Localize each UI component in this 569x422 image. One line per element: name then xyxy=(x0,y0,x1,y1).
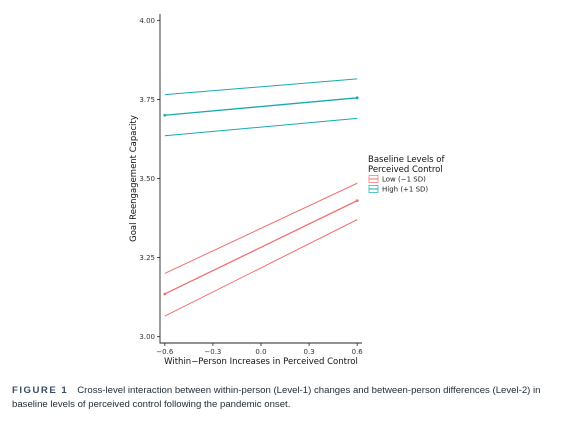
legend-title-line: Baseline Levels of xyxy=(368,155,446,165)
caption-label: FIGURE 1 xyxy=(12,385,69,396)
series-high xyxy=(163,78,359,137)
data-point-high xyxy=(355,96,359,100)
y-tick-label: 3.75 xyxy=(139,96,155,104)
x-tick-label: 0.3 xyxy=(304,348,315,356)
ci-lower-line-high xyxy=(164,117,358,137)
estimate-line-high xyxy=(164,97,358,116)
legend-label-low: Low (−1 SD) xyxy=(382,176,426,184)
data-point-low xyxy=(163,292,167,296)
ci-upper-line-low xyxy=(164,182,358,274)
estimate-line-low xyxy=(164,200,358,295)
x-axis-title: Within−Person Increases in Perceived Con… xyxy=(164,357,358,367)
x-tick-label: −0.3 xyxy=(204,348,221,356)
legend-title-line: Perceived Control xyxy=(368,165,443,175)
ci-lower-line-low xyxy=(164,219,358,317)
x-tick-label: 0.6 xyxy=(352,348,364,356)
data-point-high xyxy=(163,113,167,117)
chart: 3.00 3.25 3.50 3.75 4.00 −0.6 −0.3 0.0 0.3 0.6 Wi… xyxy=(129,14,446,367)
data-point-low xyxy=(355,199,359,203)
y-tick-label: 3.00 xyxy=(139,333,155,341)
axes: 3.00 3.25 3.50 3.75 4.00 −0.6 −0.3 0.0 0.3 0.6 xyxy=(139,14,363,356)
figure-caption: FIGURE 1 Cross-level interaction between … xyxy=(12,384,557,412)
y-tick-label: 4.00 xyxy=(139,17,155,25)
plot-area xyxy=(163,78,359,317)
caption-text: Cross-level interaction between within-p… xyxy=(12,385,541,410)
x-tick-label: 0.0 xyxy=(255,348,266,356)
y-tick-label: 3.50 xyxy=(139,175,155,183)
y-tick-label: 3.25 xyxy=(139,254,155,262)
y-axis-title: Goal Reengagement Capacity xyxy=(129,115,139,242)
series-low xyxy=(163,182,359,317)
x-tick-label: −0.6 xyxy=(156,348,174,356)
legend-label-high: High (+1 SD) xyxy=(382,186,428,194)
ci-upper-line-high xyxy=(164,78,358,96)
